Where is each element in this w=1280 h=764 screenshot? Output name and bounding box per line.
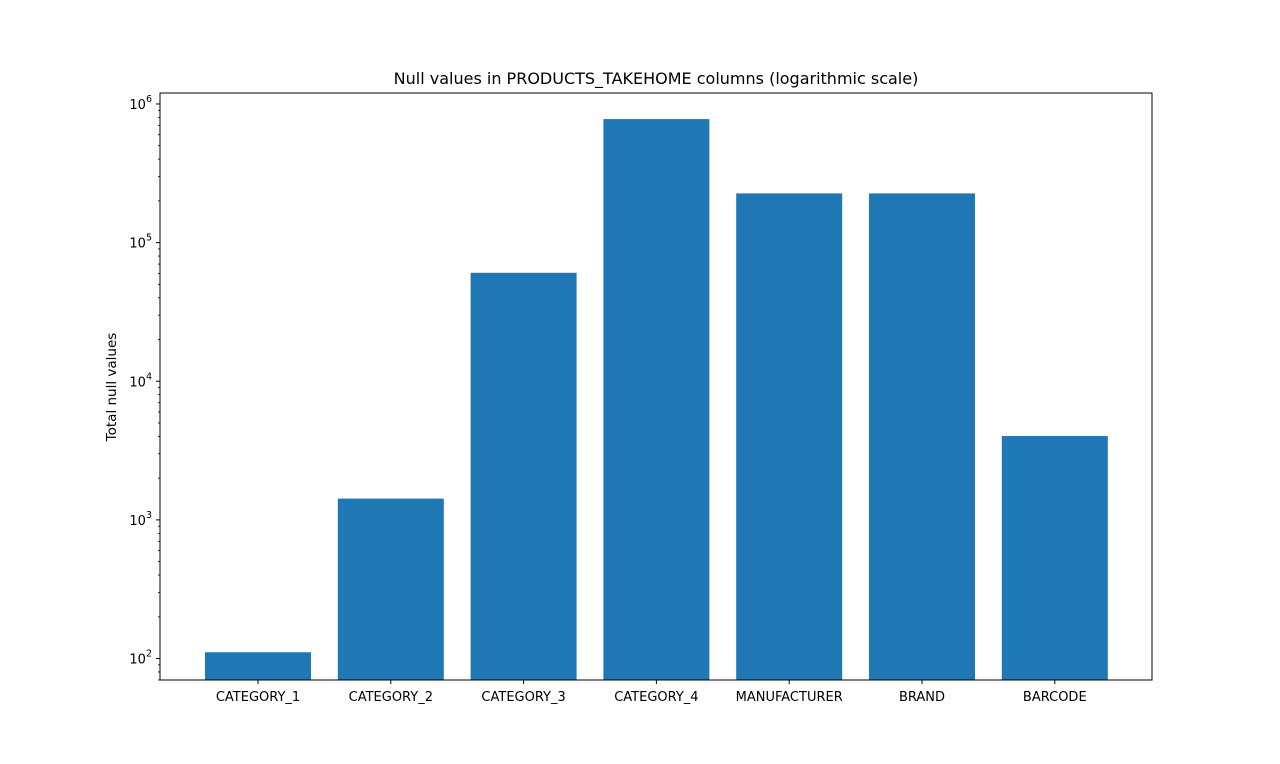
- y-tick-base: 10: [129, 514, 146, 529]
- bar-category-2: [337, 498, 444, 680]
- y-tick-base: 10: [129, 98, 146, 113]
- y-axis-label: Total null values: [104, 333, 120, 443]
- y-tick-exponent: 6: [146, 94, 152, 105]
- y-tick-exponent: 2: [146, 649, 152, 660]
- y-tick-base: 10: [129, 237, 146, 252]
- y-tick-exponent: 4: [146, 371, 152, 382]
- bar-category-4: [603, 119, 710, 681]
- x-tick-label: MANUFACTURER: [736, 690, 843, 705]
- bar-brand: [869, 193, 975, 681]
- y-tick-label: 105: [129, 233, 152, 252]
- bars-group: [205, 119, 1108, 681]
- bar-category-1: [205, 652, 311, 680]
- x-tick-label: BRAND: [899, 690, 945, 705]
- y-tick-exponent: 5: [146, 233, 152, 244]
- bar-category-3: [470, 272, 577, 680]
- y-tick-exponent: 3: [146, 510, 152, 521]
- x-tick-label: CATEGORY_4: [614, 690, 698, 705]
- chart-title: Null values in PRODUCTS_TAKEHOME columns…: [394, 69, 919, 89]
- plot-area-frame: [159, 92, 1153, 681]
- x-tick-label: CATEGORY_3: [481, 690, 565, 705]
- y-tick-label: 106: [129, 94, 152, 113]
- y-tick-label: 102: [129, 649, 152, 668]
- bar-barcode: [1001, 436, 1108, 680]
- y-tick-base: 10: [129, 653, 146, 668]
- y-tick-base: 10: [129, 375, 146, 390]
- x-tick-label: CATEGORY_1: [216, 690, 300, 705]
- x-ticks: CATEGORY_1 CATEGORY_2 CATEGORY_3 CATEGORY_4…: [216, 680, 1087, 705]
- x-tick-label: BARCODE: [1023, 690, 1087, 705]
- bar-manufacturer: [736, 193, 843, 680]
- x-tick-label: CATEGORY_2: [349, 690, 433, 705]
- y-tick-label: 103: [129, 510, 152, 529]
- y-tick-label: 104: [129, 371, 152, 390]
